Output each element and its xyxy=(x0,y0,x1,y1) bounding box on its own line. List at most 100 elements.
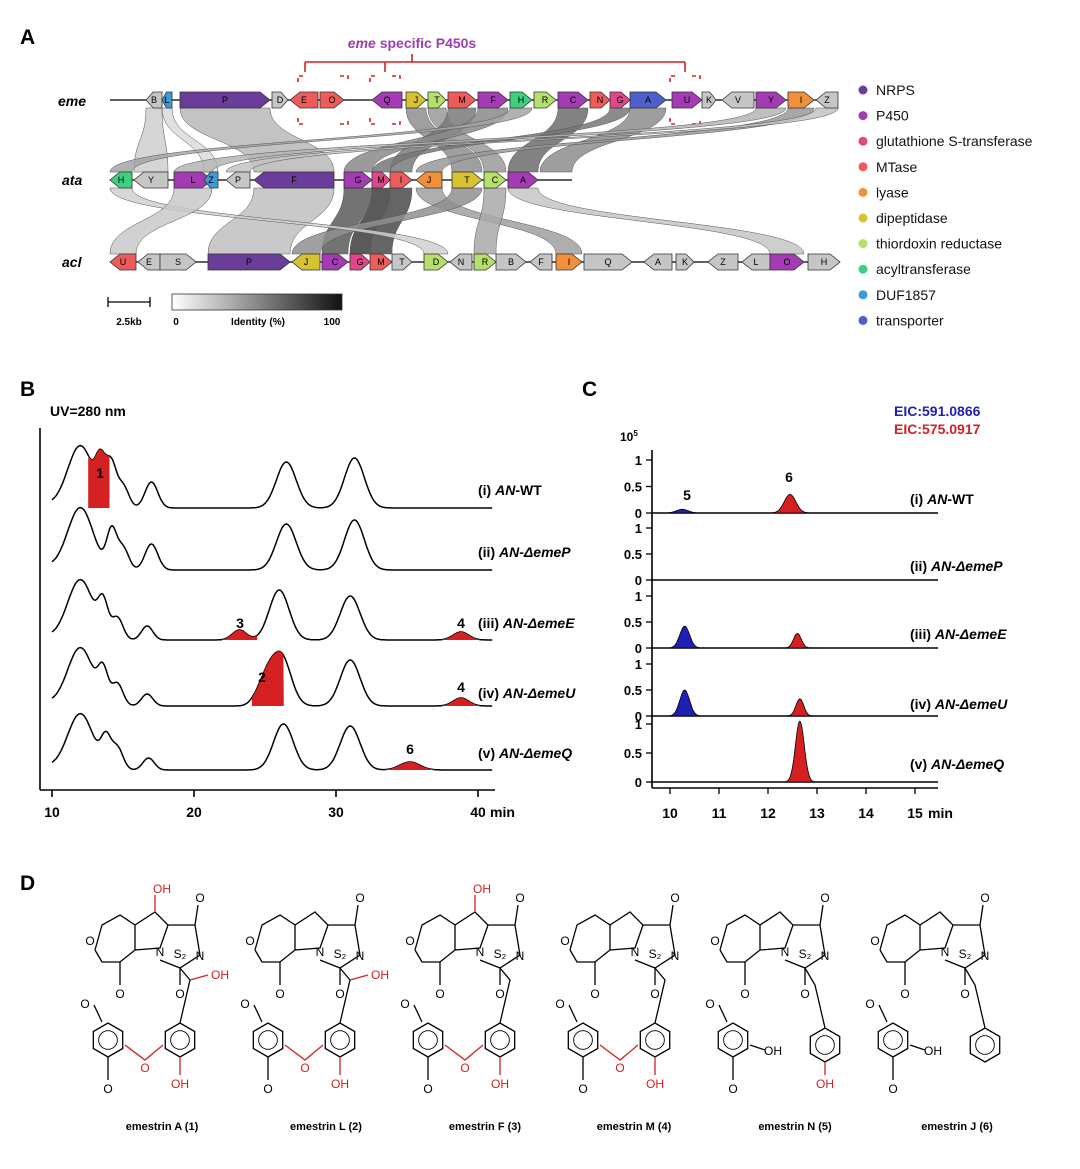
hplc-red-peak-4-1 xyxy=(251,651,284,706)
bracket-title: eme specific P450s xyxy=(348,35,477,51)
gene-ata-G-label: G xyxy=(354,175,361,185)
gene-eme-M xyxy=(447,91,477,109)
eic-axes xyxy=(651,450,938,789)
gene-ata-C xyxy=(483,171,507,189)
gene-eme-F xyxy=(477,91,509,109)
gene-acl-B-label: B xyxy=(508,257,514,267)
atom-label: O xyxy=(423,1082,432,1096)
gene-acl-E-label: E xyxy=(146,257,152,267)
atom-label: N xyxy=(316,945,325,959)
hplc-trace-label-1: (i) AN-WT xyxy=(478,482,542,498)
atom-label: S₂ xyxy=(649,947,662,961)
hplc-trace-1 xyxy=(51,444,493,509)
gene-ata-I-label: I xyxy=(400,175,403,185)
atom-label: O xyxy=(560,934,569,948)
compound-name-1: emestrin A (1) xyxy=(126,1121,199,1133)
track-label-ata: ata xyxy=(62,172,82,188)
hplc-trace-label-2: (ii) AN-ΔemeP xyxy=(478,544,571,560)
eic-xtick-10: 10 xyxy=(662,805,678,821)
atom-label: O xyxy=(435,987,444,1001)
atom-label: N xyxy=(156,945,165,959)
gene-eme-J-label: J xyxy=(414,95,419,105)
legend-label: lyase xyxy=(876,184,909,200)
gene-eme-U-label: U xyxy=(684,95,691,105)
gene-ata-M-label: M xyxy=(377,175,385,185)
gene-acl-S-label: S xyxy=(175,257,181,267)
gene-eme-T-label: T xyxy=(434,95,440,105)
hplc-traces xyxy=(51,444,493,771)
gene-acl-J-label: J xyxy=(304,257,309,267)
eic-traces xyxy=(652,493,938,783)
gene-eme-Y xyxy=(755,91,787,109)
atom-label: O xyxy=(400,997,409,1011)
hplc-axes xyxy=(39,428,495,797)
legend-label: acyltransferase xyxy=(876,261,971,277)
legend-label: NRPS xyxy=(876,82,915,98)
gene-eme-D-label: D xyxy=(277,95,284,105)
gene-acl-Z-label: Z xyxy=(720,257,726,267)
hplc-trace-label-3: (iii) AN-ΔemeE xyxy=(478,615,575,631)
uv-header: UV=280 nm xyxy=(50,403,126,419)
gene-ata-H xyxy=(109,171,133,189)
gene-ata-G xyxy=(343,171,373,189)
eic-ytick: 0 xyxy=(635,709,642,724)
gene-acl-L-label: L xyxy=(753,257,758,267)
gene-eme-N xyxy=(589,91,611,109)
gene-function-legend: NRPS P450 glutathione S-transferase MTase ly… xyxy=(858,82,1033,328)
hplc-trace-3 xyxy=(51,578,493,641)
atom-label: O xyxy=(870,934,879,948)
compound-name-2: emestrin L (2) xyxy=(290,1121,362,1133)
hplc-peak-label-2: 2 xyxy=(258,669,266,685)
gene-ata-Z xyxy=(203,171,219,189)
eic-ytick: 1 xyxy=(635,521,642,536)
gene-eme-E xyxy=(289,91,319,109)
atom-label: O xyxy=(888,1082,897,1096)
gene-eme-L xyxy=(161,91,173,109)
gene-eme-Q xyxy=(371,91,403,109)
eic-peak-1-1 xyxy=(664,508,700,514)
atom-label: O xyxy=(240,997,249,1011)
eic-peak-label-6: 6 xyxy=(785,469,793,485)
compound-name-4: emestrin M (4) xyxy=(597,1121,672,1133)
legend-dot xyxy=(858,187,868,197)
atom-label: O xyxy=(900,987,909,1001)
gene-acl-C-label: C xyxy=(332,257,339,267)
eic-trace-label-1: (i) AN-WT xyxy=(910,491,974,507)
hplc-xtick-30: 30 xyxy=(328,804,344,820)
gene-acl-K-label: K xyxy=(682,257,688,267)
gene-acl-G-label: G xyxy=(356,257,363,267)
atom-label: N xyxy=(821,949,830,963)
legend-dot xyxy=(858,213,868,223)
hplc-red-peak-5-1 xyxy=(385,762,435,770)
legend-dot xyxy=(858,315,868,325)
legend-label: MTase xyxy=(876,159,917,175)
gene-acl-C xyxy=(321,253,349,271)
hplc-peak-label-4b: 4 xyxy=(457,679,465,695)
atom-label: N xyxy=(671,949,680,963)
atom-label: N xyxy=(981,949,990,963)
legend-dot xyxy=(858,264,868,274)
eic-peak-5-1 xyxy=(786,720,814,783)
eic-ytick: 0 xyxy=(635,641,642,656)
gene-acl-M xyxy=(369,253,393,271)
gene-acl-U-label: U xyxy=(120,257,127,267)
structure: O N N S₂ O O O O O OH OH xyxy=(705,891,841,1096)
track-label-acl: acl xyxy=(62,254,83,270)
gene-eme-J xyxy=(405,91,427,109)
gene-eme-N-label: N xyxy=(597,95,604,105)
gene-acl-T xyxy=(391,253,413,271)
atom-label: N xyxy=(476,945,485,959)
gene-eme-A xyxy=(629,91,667,109)
eic-ytick: 1 xyxy=(635,657,642,672)
atom-label: O xyxy=(495,987,504,1001)
hplc-trace-5 xyxy=(51,712,493,771)
eic-ytick: 0.5 xyxy=(624,480,642,495)
eic-red-label: EIC:575.0917 xyxy=(894,421,981,437)
gene-acl-Q xyxy=(583,253,633,271)
gene-acl-P xyxy=(207,253,291,271)
atom-label: OH xyxy=(153,882,171,896)
hplc-xunit: min xyxy=(490,804,515,820)
eic-trace-label-3: (iii) AN-ΔemeE xyxy=(910,626,1007,642)
atom-label: O xyxy=(820,891,829,905)
gene-ata-M xyxy=(371,171,391,189)
